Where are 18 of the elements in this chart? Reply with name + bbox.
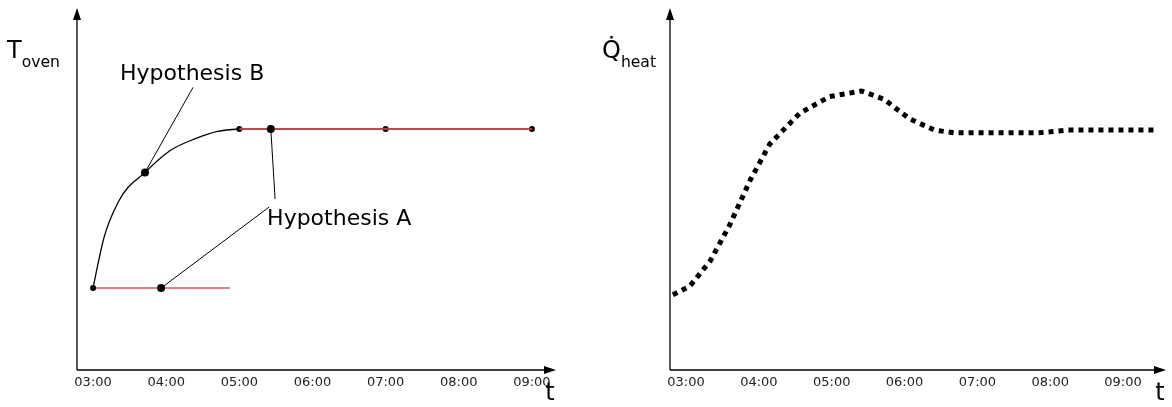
x-tick-label: 08:00: [1031, 374, 1069, 389]
y-axis-title: Q̇$_{heat}$: [602, 35, 657, 71]
annotation: Hypothesis B: [120, 60, 265, 86]
y-axis-title: T$_{oven}$: [6, 36, 60, 71]
x-tick-label: 04:00: [740, 374, 778, 389]
x-tick-label: 04:00: [147, 374, 185, 389]
x-tick-label: 08:00: [440, 374, 478, 389]
x-tick-label: 03:00: [74, 374, 112, 389]
annotation: Hypothesis A: [267, 205, 412, 231]
x-tick-label: 07:00: [958, 374, 997, 389]
x-tick-label: 09:00: [1104, 374, 1142, 389]
x-axis-title: t: [1155, 378, 1165, 406]
x-tick-label: 06:00: [885, 374, 924, 389]
x-tick-label: 06:00: [293, 374, 332, 389]
x-tick-label: 03:00: [667, 374, 705, 389]
x-tick-label: 07:00: [366, 374, 405, 389]
x-tick-label: 05:00: [812, 374, 851, 389]
x-tick-label: 05:00: [220, 374, 259, 389]
